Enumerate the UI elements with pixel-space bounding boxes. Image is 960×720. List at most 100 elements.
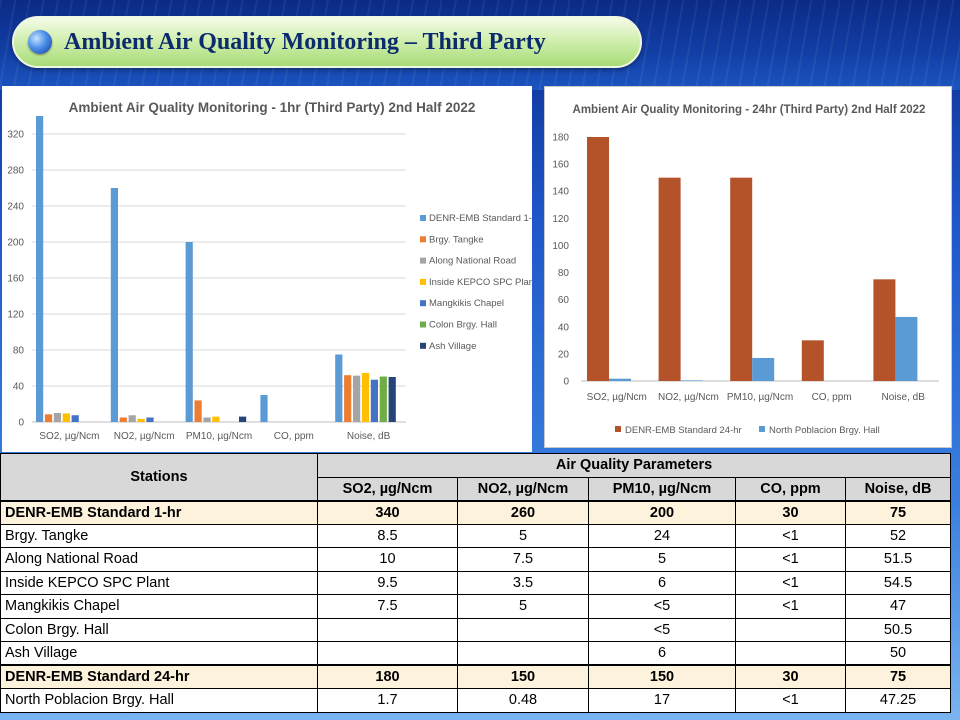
- y-tick-label: 0: [563, 377, 569, 388]
- station-name: DENR-EMB Standard 24-hr: [0, 664, 318, 689]
- table-cell: 10: [317, 547, 458, 572]
- station-name: North Poblacion Brgy. Hall: [0, 688, 318, 713]
- table-body: DENR-EMB Standard 1-hr 340 260 200 30 75 Brgy.…: [0, 500, 952, 713]
- y-tick-label: 20: [558, 349, 570, 360]
- table-cell: [457, 641, 589, 666]
- table-cell: 30: [735, 500, 846, 525]
- table-cell: [457, 617, 589, 642]
- bar: [801, 340, 824, 381]
- y-tick-label: 140: [552, 187, 569, 198]
- bar: [185, 242, 193, 422]
- x-tick-label: NO2, µg/Ncm: [658, 392, 719, 403]
- x-tick-label: PM10, µg/Ncm: [727, 392, 793, 403]
- parameters-group-header: Air Quality Parameters: [316, 453, 952, 478]
- bar: [587, 137, 609, 381]
- chart-24hr: Ambient Air Quality Monitoring - 24hr (T…: [552, 104, 939, 436]
- column-header: NO2, µg/Ncm: [457, 476, 589, 501]
- y-tick-label: 80: [558, 268, 570, 279]
- bar: [128, 415, 136, 422]
- chart-1hr-title: Ambient Air Quality Monitoring - 1hr (Th…: [69, 100, 476, 115]
- table-cell: 150: [457, 664, 589, 689]
- table-cell: 5: [457, 594, 589, 619]
- bar: [44, 414, 53, 422]
- slide-title-pill: Ambient Air Quality Monitoring – Third P…: [12, 16, 642, 68]
- station-name: Brgy. Tangke: [0, 523, 318, 548]
- y-tick-label: 80: [13, 346, 25, 357]
- y-tick-label: 200: [7, 238, 24, 249]
- table-cell: 51.5: [844, 547, 952, 572]
- table-cell: 8.5: [317, 523, 458, 548]
- table-cell: 9.5: [317, 570, 458, 595]
- bar: [895, 316, 918, 381]
- table-row: Brgy. Tangke 8.5 5 24 <1 52: [0, 523, 952, 548]
- legend-label: North Poblacion Brgy. Hall: [769, 425, 880, 436]
- table-cell: 17: [588, 688, 736, 713]
- x-tick-label: CO, ppm: [274, 431, 314, 442]
- table-row: Along National Road 10 7.5 5 <1 51.5: [0, 547, 952, 572]
- bar: [730, 177, 753, 381]
- chart-24hr-title: Ambient Air Quality Monitoring - 24hr (T…: [573, 104, 926, 116]
- legend-label: Colon Brgy. Hall: [429, 320, 497, 331]
- table-cell: 5: [588, 547, 736, 572]
- chart-1hr: Ambient Air Quality Monitoring - 1hr (Th…: [7, 100, 532, 442]
- table-cell: <5: [588, 617, 736, 642]
- table-cell: 47: [844, 594, 952, 619]
- table-row: Ash Village 6 50: [0, 641, 952, 666]
- table-row: North Poblacion Brgy. Hall 1.7 0.48 17 <1 47.…: [0, 688, 952, 713]
- bar: [137, 418, 145, 422]
- y-tick-label: 40: [558, 322, 570, 333]
- y-tick-label: 120: [552, 214, 569, 225]
- legend-swatch: [420, 278, 426, 285]
- legend-label: Inside KEPCO SPC Plant: [429, 277, 532, 288]
- table-cell: 50.5: [844, 617, 952, 642]
- legend-swatch: [420, 257, 426, 264]
- table-cell: [317, 617, 458, 642]
- y-tick-label: 180: [552, 133, 569, 144]
- legend-label: Along National Road: [429, 256, 516, 267]
- station-name: Mangkikis Chapel: [0, 594, 318, 619]
- table-row: Inside KEPCO SPC Plant 9.5 3.5 6 <1 54.5: [0, 570, 952, 595]
- column-header: PM10, µg/Ncm: [588, 476, 736, 501]
- table-cell: 0.48: [457, 688, 589, 713]
- table-cell: 30: [735, 664, 846, 689]
- bar: [203, 417, 211, 422]
- y-tick-label: 320: [7, 130, 24, 141]
- y-tick-label: 0: [18, 418, 24, 429]
- bar: [119, 417, 127, 422]
- bar: [62, 413, 70, 422]
- bar: [110, 188, 118, 422]
- y-tick-label: 60: [558, 295, 570, 306]
- bar: [53, 413, 61, 422]
- x-tick-label: CO, ppm: [812, 392, 852, 403]
- column-header-row: SO2, µg/Ncm NO2, µg/Ncm PM10, µg/Ncm CO, pp…: [1, 476, 952, 501]
- bar: [680, 380, 703, 381]
- table-cell: 7.5: [317, 594, 458, 619]
- bar: [260, 395, 268, 422]
- table-cell: <1: [735, 570, 846, 595]
- table-cell: 54.5: [844, 570, 952, 595]
- bullet-orb-icon: [28, 30, 52, 54]
- y-tick-label: 100: [552, 241, 569, 252]
- table-cell: 75: [844, 500, 952, 525]
- table-cell: [317, 641, 458, 666]
- bar: [344, 375, 352, 422]
- bar: [146, 417, 154, 422]
- table-header-row: Stations Air Quality Parameters: [0, 453, 952, 501]
- column-header: CO, ppm: [735, 476, 846, 501]
- legend-swatch: [420, 342, 426, 349]
- legend-swatch: [420, 321, 426, 328]
- table-row: Mangkikis Chapel 7.5 5 <5 <1 47: [0, 594, 952, 619]
- table-cell: 3.5: [457, 570, 589, 595]
- table-cell: <1: [735, 594, 846, 619]
- y-tick-label: 160: [7, 274, 24, 285]
- x-tick-label: Noise, dB: [882, 392, 926, 403]
- column-header: SO2, µg/Ncm: [317, 476, 458, 501]
- table-cell: 7.5: [457, 547, 589, 572]
- table-row: Colon Brgy. Hall <5 50.5: [0, 617, 952, 642]
- table-cell: 6: [588, 641, 736, 666]
- slide-title: Ambient Air Quality Monitoring – Third P…: [64, 29, 546, 55]
- bar: [752, 357, 775, 381]
- stations-header: Stations: [0, 453, 318, 501]
- table-cell: 5: [457, 523, 589, 548]
- station-name: Ash Village: [0, 641, 318, 666]
